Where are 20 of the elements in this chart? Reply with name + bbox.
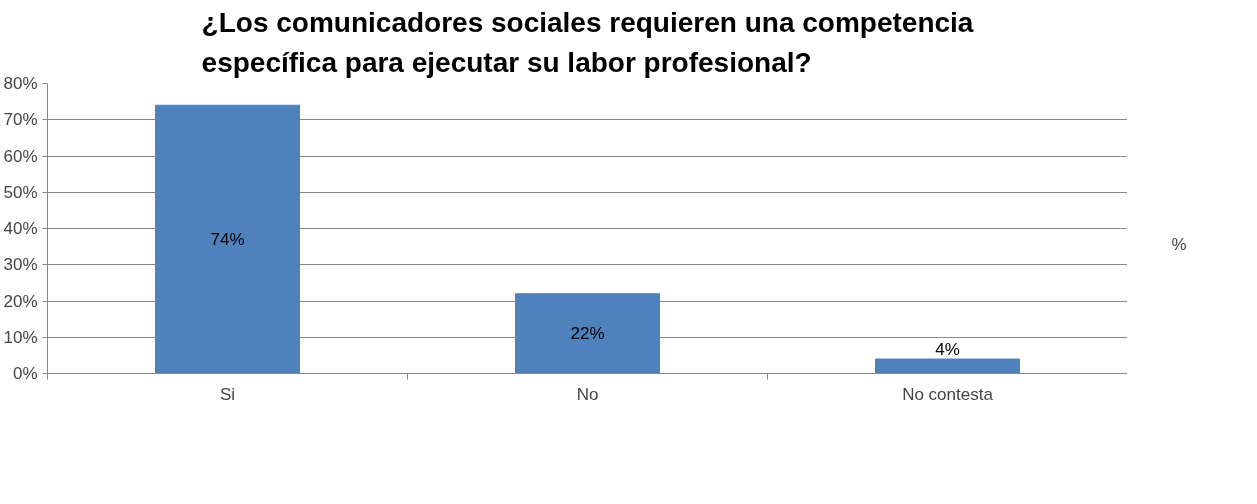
y-tick-label: 80%	[3, 74, 38, 93]
x-tick-label: No	[576, 384, 599, 404]
chart-title: ¿Los comunicadores sociales requieren una competencia específica para ejecutar su labor profesional?	[201, 7, 974, 79]
y-tick-label: 10%	[3, 327, 38, 347]
y-tick-label: 0%	[12, 364, 38, 383]
x-tick-label: Si	[219, 384, 236, 404]
y-tick-label: 20%	[3, 291, 38, 311]
y-tick-label: 40%	[3, 219, 38, 238]
data-label: 4%	[935, 340, 960, 359]
data-label: 22%	[570, 324, 605, 344]
y-tick-label: 60%	[3, 146, 38, 166]
x-tick-label: No contesta	[902, 384, 994, 404]
bar	[155, 104, 300, 374]
data-label: 74%	[210, 229, 245, 249]
bar	[515, 293, 660, 374]
bar	[875, 358, 1020, 374]
y-tick-label: 30%	[3, 255, 38, 275]
y-tick-label: 50%	[3, 182, 38, 202]
text: %	[1171, 235, 1188, 255]
y-tick-label: 70%	[3, 110, 38, 130]
